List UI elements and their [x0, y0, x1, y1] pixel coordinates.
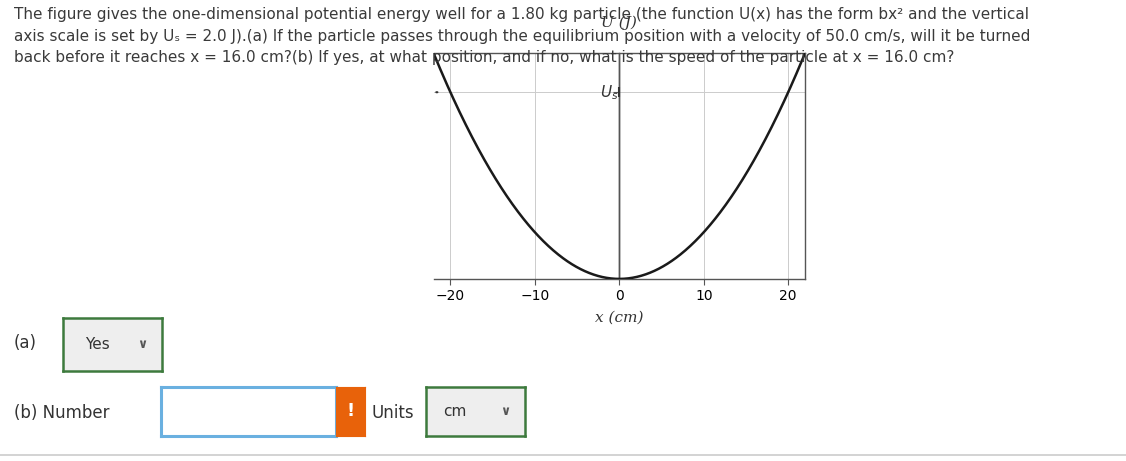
Text: !: !	[346, 402, 355, 420]
X-axis label: x (cm): x (cm)	[595, 310, 644, 324]
Text: (b) Number: (b) Number	[14, 403, 109, 422]
Text: U (J): U (J)	[601, 16, 637, 30]
Text: ∨: ∨	[500, 405, 510, 418]
Text: ∨: ∨	[137, 338, 148, 351]
Text: cm: cm	[444, 404, 467, 419]
Text: Yes: Yes	[84, 337, 109, 352]
Text: The figure gives the one-dimensional potential energy well for a 1.80 kg particl: The figure gives the one-dimensional pot…	[14, 7, 1030, 65]
Text: Units: Units	[372, 403, 414, 422]
Text: (a): (a)	[14, 334, 36, 353]
Text: $U_s$: $U_s$	[600, 83, 619, 101]
